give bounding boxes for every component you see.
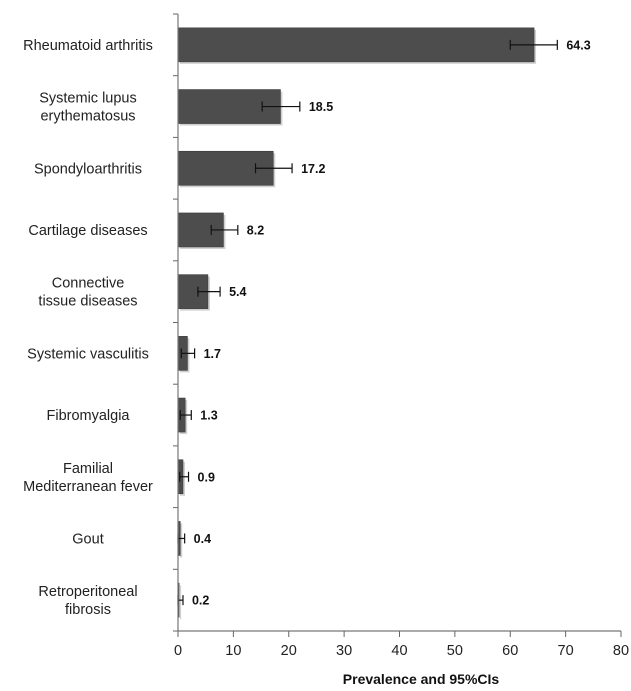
error-bar [179, 410, 192, 421]
category-label: Familial Mediterranean fever [23, 461, 153, 495]
error-bar [180, 348, 196, 359]
category-label-line: Connective [52, 276, 125, 292]
error-bar [179, 471, 190, 482]
data-label: 17.2 [301, 162, 325, 176]
category-label-line: Familial [63, 461, 113, 477]
category-label: Gout [72, 531, 103, 547]
x-tick-label: 20 [281, 643, 297, 659]
data-label: 1.3 [200, 409, 217, 423]
data-label: 18.5 [309, 100, 333, 114]
x-tick-label: 50 [447, 643, 463, 659]
category-label: Connective tissue diseases [38, 276, 137, 310]
category-label-line: Systemic lupus [39, 91, 137, 107]
category-label: Systemic lupus erythematosus [39, 91, 137, 125]
error-bar [210, 224, 239, 235]
labels-layer: 64.3 Rheumatoid arthritis 18.5 Systemic lup… [23, 38, 591, 618]
category-label-line: Gout [72, 531, 103, 547]
data-label: 64.3 [566, 38, 590, 52]
category-label-line: Systemic vasculitis [27, 346, 149, 362]
category-label: Cartilage diseases [28, 223, 147, 239]
x-tick-label: 10 [225, 643, 241, 659]
category-label: Fibromyalgia [47, 408, 131, 424]
bar-shadow [180, 585, 182, 620]
category-label-line: tissue diseases [38, 294, 137, 310]
data-label: 0.4 [194, 532, 211, 546]
bar [177, 27, 535, 63]
data-label: 0.2 [192, 594, 209, 608]
category-label-line: Fibromyalgia [47, 408, 131, 424]
data-label: 0.9 [198, 470, 215, 484]
category-label-line: Mediterranean fever [23, 479, 153, 495]
data-label: 8.2 [247, 223, 264, 237]
error-bar [509, 39, 558, 50]
category-label: Retroperitoneal fibrosis [38, 584, 137, 618]
error-bar [261, 101, 301, 112]
category-label-line: Rheumatoid arthritis [23, 38, 153, 54]
x-tick-label: 60 [502, 643, 518, 659]
category-label-line: fibrosis [65, 602, 111, 618]
bar-shadow [180, 523, 183, 558]
category-label-line: Retroperitoneal [38, 584, 137, 600]
bars-layer [177, 27, 558, 620]
category-label-line: Cartilage diseases [28, 223, 147, 239]
data-label: 1.7 [204, 347, 221, 361]
x-tick-label: 30 [336, 643, 352, 659]
category-label: Systemic vasculitis [27, 346, 149, 362]
axis-layer: 0 10 20 30 40 50 60 70 80 [173, 13, 629, 659]
category-label-line: Spondyloarthritis [34, 161, 142, 177]
error-bar [197, 286, 221, 297]
x-tick-label: 80 [613, 643, 629, 659]
error-bar [254, 163, 293, 174]
x-tick-label: 70 [558, 643, 574, 659]
x-tick-label: 40 [391, 643, 407, 659]
category-label: Rheumatoid arthritis [23, 38, 153, 54]
data-label: 5.4 [229, 285, 246, 299]
x-axis-title: Prevalence and 95%CIs [343, 671, 500, 687]
x-tick-label: 0 [174, 643, 182, 659]
category-label-line: erythematosus [40, 109, 135, 125]
category-label: Spondyloarthritis [34, 161, 142, 177]
